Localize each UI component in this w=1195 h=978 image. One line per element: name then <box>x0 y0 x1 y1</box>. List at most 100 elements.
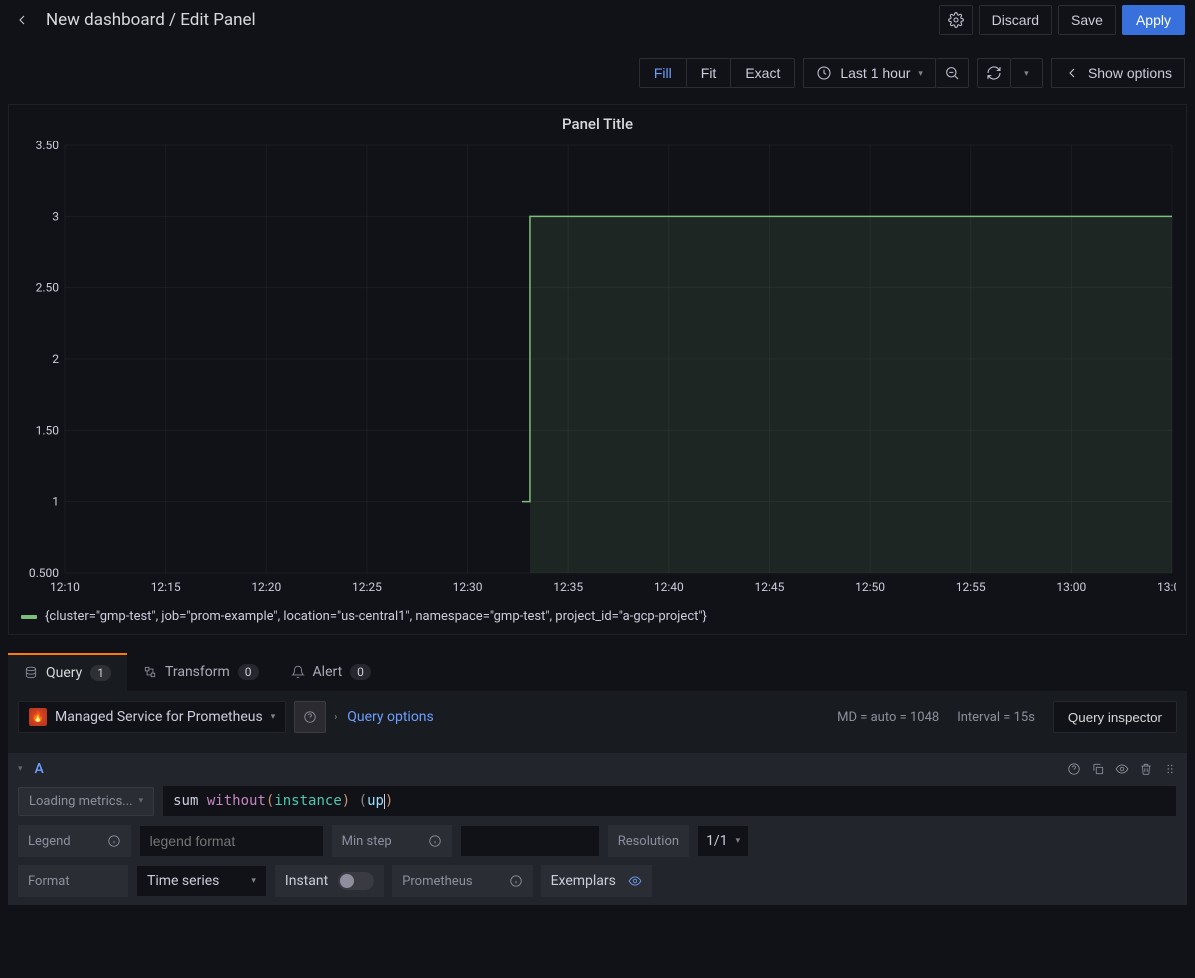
tab-transform-badge: 0 <box>238 664 259 680</box>
svg-text:1: 1 <box>52 495 59 509</box>
query-ref-id[interactable]: A <box>35 761 44 777</box>
tab-query[interactable]: Query 1 <box>8 653 127 691</box>
apply-button[interactable]: Apply <box>1122 5 1185 35</box>
help-icon <box>303 710 317 724</box>
tab-query-badge: 1 <box>90 665 111 681</box>
legend-text: {cluster="gmp-test", job="prom-example",… <box>45 609 707 624</box>
panel-title: Panel Title <box>21 113 1174 141</box>
legend[interactable]: {cluster="gmp-test", job="prom-example",… <box>21 601 1174 624</box>
fit-button[interactable]: Fit <box>687 58 732 88</box>
svg-text:3: 3 <box>52 209 59 223</box>
delete-query-button[interactable] <box>1139 762 1153 776</box>
datasource-bar: 🔥 Managed Service for Prometheus ▾ › Que… <box>8 691 1187 745</box>
time-series-chart: 0.500 1 1.50 2 2.50 3 3.50 12:10 12:15 12:20 12:25… <box>21 141 1176 601</box>
copy-query-button[interactable] <box>1091 762 1105 776</box>
discard-button[interactable]: Discard <box>979 5 1052 35</box>
svg-text:1.50: 1.50 <box>36 423 60 437</box>
legend-swatch <box>21 615 37 619</box>
refresh-button[interactable] <box>977 58 1011 88</box>
query-inspector-button[interactable]: Query inspector <box>1053 701 1177 733</box>
show-options-label: Show options <box>1088 65 1172 81</box>
svg-text:2: 2 <box>52 352 59 366</box>
info-icon <box>428 834 442 848</box>
legend-label: Legend <box>18 825 131 857</box>
exemplars-wrap: Exemplars <box>541 865 652 897</box>
query-row-a: ▾ A Loading metrics... ▾ sum without(ins… <box>8 753 1187 905</box>
chevron-down-icon: ▾ <box>139 796 144 806</box>
info-icon <box>107 834 121 848</box>
breadcrumb: New dashboard / Edit Panel <box>46 10 256 30</box>
instant-toggle[interactable] <box>338 872 374 890</box>
zoom-out-button[interactable] <box>936 58 969 88</box>
svg-text:12:20: 12:20 <box>251 580 281 594</box>
show-options-button[interactable]: Show options <box>1051 58 1185 88</box>
panel-settings-button[interactable] <box>939 5 973 35</box>
prometheus-label: Prometheus <box>392 865 532 897</box>
chevron-down-icon: ▾ <box>918 68 923 79</box>
legend-format-input[interactable] <box>139 825 324 857</box>
format-select[interactable]: Time series ▾ <box>136 865 267 897</box>
chevron-left-icon <box>1064 65 1080 81</box>
chart-area: 0.500 1 1.50 2 2.50 3 3.50 12:10 12:15 12:20 12:25… <box>21 141 1174 601</box>
tab-query-label: Query <box>46 665 82 681</box>
chevron-right-icon[interactable]: › <box>334 712 337 723</box>
exact-button[interactable]: Exact <box>731 58 795 88</box>
editor-tabs: Query 1 Transform 0 Alert 0 <box>8 653 1187 691</box>
tab-transform-label: Transform <box>165 664 230 680</box>
svg-text:3.50: 3.50 <box>36 141 60 152</box>
svg-text:13:00: 13:00 <box>1056 580 1086 594</box>
tab-alert-badge: 0 <box>350 664 371 680</box>
save-button[interactable]: Save <box>1058 5 1116 35</box>
svg-text:12:30: 12:30 <box>453 580 483 594</box>
minstep-input[interactable] <box>460 825 600 857</box>
svg-text:2.50: 2.50 <box>36 281 60 295</box>
resolution-select[interactable]: 1/1 ▾ <box>697 825 749 857</box>
datasource-name: Managed Service for Prometheus <box>55 709 263 725</box>
gear-icon <box>948 12 964 28</box>
query-expression-input[interactable]: sum without(instance) (up) <box>162 785 1177 817</box>
chevron-down-icon: ▾ <box>1024 68 1029 79</box>
metrics-browser-label: Loading metrics... <box>29 794 133 809</box>
minstep-label: Min step <box>332 825 452 857</box>
display-mode-group: Fill Fit Exact <box>639 58 795 88</box>
collapse-button[interactable]: ▾ <box>18 764 23 774</box>
exemplars-toggle[interactable] <box>628 874 642 888</box>
svg-text:12:15: 12:15 <box>151 580 181 594</box>
query-actions <box>1067 762 1177 776</box>
svg-text:12:45: 12:45 <box>755 580 785 594</box>
svg-text:12:25: 12:25 <box>352 580 382 594</box>
datasource-picker[interactable]: 🔥 Managed Service for Prometheus ▾ <box>18 701 286 733</box>
toggle-visibility-button[interactable] <box>1115 762 1129 776</box>
fill-button[interactable]: Fill <box>639 58 687 88</box>
interval-info: Interval = 15s <box>957 710 1035 725</box>
clock-icon <box>816 65 832 81</box>
query-editor: 🔥 Managed Service for Prometheus ▾ › Que… <box>8 691 1187 905</box>
zoom-out-icon <box>944 65 960 81</box>
svg-text:13:05: 13:05 <box>1157 580 1176 594</box>
svg-text:12:50: 12:50 <box>855 580 885 594</box>
exemplars-label: Exemplars <box>551 873 616 889</box>
datasource-help-button[interactable] <box>294 701 326 733</box>
drag-handle[interactable] <box>1163 762 1177 776</box>
svg-text:12:55: 12:55 <box>956 580 986 594</box>
svg-text:12:10: 12:10 <box>50 580 80 594</box>
panel-container: Panel Title 0.500 1 1.50 2 2.50 3 3.50 12:10 12:… <box>8 104 1187 635</box>
query-options-toggle[interactable]: Query options <box>347 709 434 725</box>
svg-text:12:35: 12:35 <box>553 580 583 594</box>
view-toolbar: Fill Fit Exact Last 1 hour ▾ ▾ Show opti… <box>0 40 1195 96</box>
database-icon <box>24 666 38 680</box>
tab-transform[interactable]: Transform 0 <box>127 653 275 691</box>
metrics-browser-button[interactable]: Loading metrics... ▾ <box>18 787 154 816</box>
chevron-down-icon: ▾ <box>251 876 256 886</box>
svg-text:0.500: 0.500 <box>29 566 59 580</box>
time-range-button[interactable]: Last 1 hour ▾ <box>803 58 936 88</box>
refresh-icon <box>986 65 1002 81</box>
svg-text:12:40: 12:40 <box>654 580 684 594</box>
refresh-interval-button[interactable]: ▾ <box>1011 58 1043 88</box>
tab-alert[interactable]: Alert 0 <box>275 653 387 691</box>
chevron-down-icon: ▾ <box>736 836 741 846</box>
query-help-button[interactable] <box>1067 762 1081 776</box>
md-info: MD = auto = 1048 <box>837 710 939 725</box>
info-icon <box>509 874 523 888</box>
back-button[interactable] <box>10 8 34 32</box>
